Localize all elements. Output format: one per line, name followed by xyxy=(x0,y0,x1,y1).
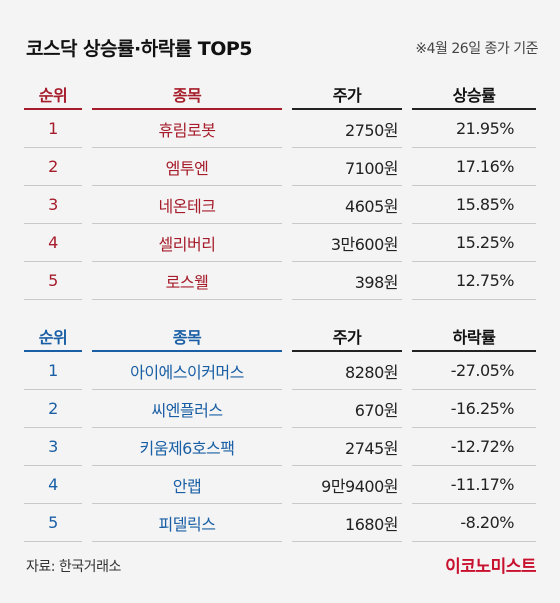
stock-name-cell: 피델릭스 xyxy=(92,504,282,542)
table-row: 4 안랩 9만9400원 -11.17% xyxy=(24,466,536,504)
table-row: 3 네온테크 4605원 15.85% xyxy=(24,186,536,224)
table-row: 1 아이에스이커머스 8280원 -27.05% xyxy=(24,352,536,390)
stock-name-cell: 키움제6호스팩 xyxy=(92,428,282,466)
header-name: 종목 xyxy=(92,322,282,352)
change-cell: 15.85% xyxy=(412,186,536,224)
price-cell: 8280원 xyxy=(292,352,402,390)
change-cell: 17.16% xyxy=(412,148,536,186)
change-cell: 21.95% xyxy=(412,110,536,148)
change-cell: -27.05% xyxy=(412,352,536,390)
brand-logo: 이코노미스트 xyxy=(445,557,536,577)
date-note: ※4월 26일 종가 기준 xyxy=(415,41,538,57)
table-row: 5 로스웰 398원 12.75% xyxy=(24,262,536,300)
rank-cell: 4 xyxy=(24,466,82,504)
stock-name-cell: 씨엔플러스 xyxy=(92,390,282,428)
stock-name-cell: 네온테크 xyxy=(92,186,282,224)
losers-table: 순위 종목 주가 하락률 1 아이에스이커머스 8280원 -27.05% 2 … xyxy=(24,322,536,542)
table-row: 1 휴림로봇 2750원 21.95% xyxy=(24,110,536,148)
header-name: 종목 xyxy=(92,80,282,110)
rank-cell: 5 xyxy=(24,504,82,542)
table-row: 2 엠투엔 7100원 17.16% xyxy=(24,148,536,186)
change-cell: -12.72% xyxy=(412,428,536,466)
rank-cell: 5 xyxy=(24,262,82,300)
price-cell: 3만600원 xyxy=(292,224,402,262)
rank-cell: 1 xyxy=(24,110,82,148)
change-cell: -11.17% xyxy=(412,466,536,504)
price-cell: 1680원 xyxy=(292,504,402,542)
source-note: 자료: 한국거래소 xyxy=(26,559,121,575)
rank-cell: 4 xyxy=(24,224,82,262)
stock-name-cell: 셀리버리 xyxy=(92,224,282,262)
rank-cell: 1 xyxy=(24,352,82,390)
price-cell: 7100원 xyxy=(292,148,402,186)
table-row: 5 피델릭스 1680원 -8.20% xyxy=(24,504,536,542)
header-price: 주가 xyxy=(292,80,402,110)
change-cell: 15.25% xyxy=(412,224,536,262)
price-cell: 398원 xyxy=(292,262,402,300)
change-cell: -16.25% xyxy=(412,390,536,428)
stock-name-cell: 로스웰 xyxy=(92,262,282,300)
price-cell: 670원 xyxy=(292,390,402,428)
change-cell: 12.75% xyxy=(412,262,536,300)
table-row: 3 키움제6호스팩 2745원 -12.72% xyxy=(24,428,536,466)
header-change: 상승률 xyxy=(412,80,536,110)
stock-name-cell: 안랩 xyxy=(92,466,282,504)
stock-name-cell: 휴림로봇 xyxy=(92,110,282,148)
table-row: 2 씨엔플러스 670원 -16.25% xyxy=(24,390,536,428)
header-rank: 순위 xyxy=(24,322,82,352)
rank-cell: 3 xyxy=(24,428,82,466)
table-row: 4 셀리버리 3만600원 15.25% xyxy=(24,224,536,262)
gainers-table: 순위 종목 주가 상승률 1 휴림로봇 2750원 21.95% 2 엠투엔 7… xyxy=(24,80,536,300)
losers-header-row: 순위 종목 주가 하락률 xyxy=(24,322,536,352)
price-cell: 2750원 xyxy=(292,110,402,148)
price-cell: 2745원 xyxy=(292,428,402,466)
rank-cell: 3 xyxy=(24,186,82,224)
rank-cell: 2 xyxy=(24,148,82,186)
header-price: 주가 xyxy=(292,322,402,352)
stock-name-cell: 아이에스이커머스 xyxy=(92,352,282,390)
gainers-header-row: 순위 종목 주가 상승률 xyxy=(24,80,536,110)
rank-cell: 2 xyxy=(24,390,82,428)
header-rank: 순위 xyxy=(24,80,82,110)
price-cell: 9만9400원 xyxy=(292,466,402,504)
price-cell: 4605원 xyxy=(292,186,402,224)
header-change: 하락률 xyxy=(412,322,536,352)
page-title: 코스닥 상승률·하락률 TOP5 xyxy=(26,38,253,60)
stock-name-cell: 엠투엔 xyxy=(92,148,282,186)
change-cell: -8.20% xyxy=(412,504,536,542)
